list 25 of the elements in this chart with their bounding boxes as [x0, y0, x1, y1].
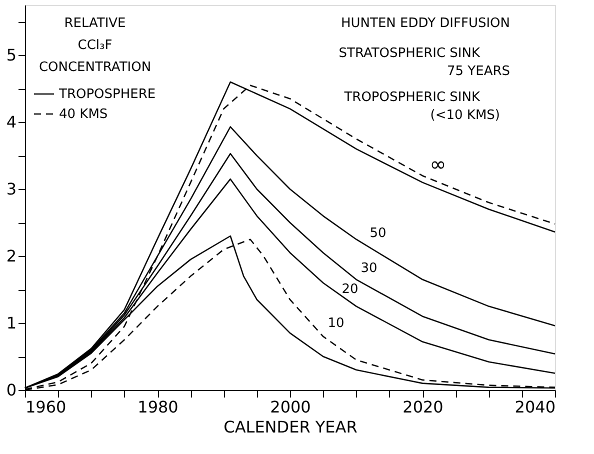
x-tick-label: 2020 [402, 398, 444, 416]
annotation: 30 [360, 261, 378, 276]
x-tick-label: 2040 [514, 398, 556, 416]
y-axis-title: RELATIVE CCl₃F CONCENTRATION [38, 16, 152, 75]
annotation: 20 [342, 282, 358, 297]
y-tick-label: 5 [6, 46, 16, 65]
annotation: TROPOSPHERIC SINK [343, 90, 480, 105]
legend-label: 40 KMS [59, 107, 108, 122]
x-tick-label: 1980 [138, 398, 178, 416]
legend-label: TROPOSPHERE [58, 87, 156, 102]
annotation: 75 YEARS [446, 64, 510, 79]
y-tick-label: 2 [6, 246, 16, 266]
text: HUNTEN EDDY DIFFUSION [341, 16, 510, 31]
annotation: 10 [328, 316, 344, 331]
x-axis-title: CALENDER YEAR [224, 418, 358, 436]
x-tick-label: 2000 [270, 398, 311, 416]
annotation: (<10 KMS) [430, 108, 500, 123]
y-tick-label: 1 [6, 314, 16, 333]
annotation: 50 [370, 226, 386, 241]
y-tick-label: 0 [6, 380, 16, 400]
x-tick-label: 1960 [26, 398, 66, 416]
annotation: ∞ [430, 152, 446, 176]
y-tick-label: 4 [6, 112, 16, 132]
y-tick-label: 3 [6, 180, 16, 199]
annotation: STRATOSPHERIC SINK [338, 46, 480, 61]
